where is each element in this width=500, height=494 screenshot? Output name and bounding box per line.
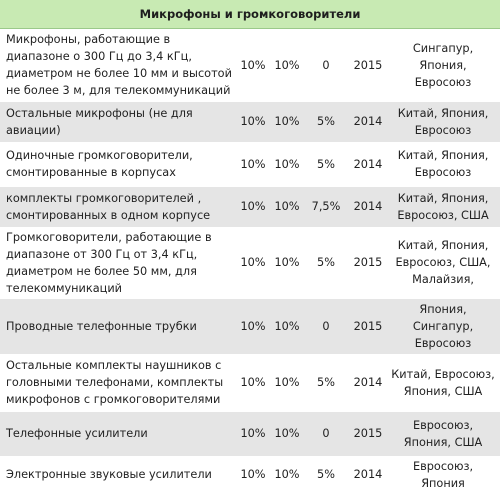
rate-cell: 7,5%	[304, 186, 348, 227]
rate-cell: 10%	[236, 455, 270, 494]
rate-cell: 10%	[270, 28, 304, 102]
countries-cell: Сингапур, Япония, Евросоюз	[388, 28, 500, 102]
rate-cell: 10%	[236, 226, 270, 299]
product-name-cell: Электронные звуковые усилители	[0, 455, 236, 494]
countries-cell: Китай, Япония, Евросоюз, США	[388, 186, 500, 227]
year-cell: 2015	[348, 226, 388, 299]
rate-cell: 10%	[270, 141, 304, 187]
countries-cell: Евросоюз, Япония, США	[388, 411, 500, 456]
product-name-cell: комплекты громкоговорителей , смонтирова…	[0, 186, 236, 227]
rate-cell: 10%	[270, 455, 304, 494]
rate-cell: 10%	[270, 101, 304, 142]
year-cell: 2014	[348, 186, 388, 227]
table-header-row: Микрофоны и громкоговорители	[0, 0, 500, 29]
rate-cell: 5%	[304, 455, 348, 494]
countries-cell: Япония, Сингапур, Евросоюз	[388, 298, 500, 354]
table-row: Громкоговорители, работающие в диапазоне…	[0, 226, 500, 299]
rate-cell: 0	[304, 411, 348, 456]
year-cell: 2014	[348, 141, 388, 187]
year-cell: 2015	[348, 28, 388, 102]
product-name-cell: Остальные микрофоны (не для авиации)	[0, 101, 236, 142]
rate-cell: 10%	[270, 298, 304, 354]
rate-cell: 10%	[270, 226, 304, 299]
table-row: Остальные комплекты наушников с головным…	[0, 353, 500, 412]
product-name-cell: Громкоговорители, работающие в диапазоне…	[0, 226, 236, 299]
table-row: Микрофоны, работающие в диапазоне о 300 …	[0, 28, 500, 102]
product-name-cell: Микрофоны, работающие в диапазоне о 300 …	[0, 28, 236, 102]
year-cell: 2015	[348, 411, 388, 456]
rate-cell: 5%	[304, 226, 348, 299]
rate-cell: 5%	[304, 101, 348, 142]
rate-cell: 10%	[270, 353, 304, 412]
rate-cell: 10%	[236, 141, 270, 187]
product-name-cell: Проводные телефонные трубки	[0, 298, 236, 354]
countries-cell: Китай, Япония, Евросоюз	[388, 101, 500, 142]
rate-cell: 10%	[270, 411, 304, 456]
rate-cell: 10%	[236, 28, 270, 102]
countries-cell: Китай, Япония, Евросоюз	[388, 141, 500, 187]
table-title: Микрофоны и громкоговорители	[0, 0, 500, 29]
rate-cell: 5%	[304, 141, 348, 187]
product-name-cell: Телефонные усилители	[0, 411, 236, 456]
year-cell: 2014	[348, 353, 388, 412]
table-row: комплекты громкоговорителей , смонтирова…	[0, 186, 500, 227]
countries-cell: Китай, Евросоюз, Япония, США	[388, 353, 500, 412]
table-row: Проводные телефонные трубки 10% 10% 0 20…	[0, 298, 500, 354]
product-name-cell: Остальные комплекты наушников с головным…	[0, 353, 236, 412]
table-row: Одиночные громкоговорители, смонтированн…	[0, 141, 500, 187]
year-cell: 2015	[348, 298, 388, 354]
rate-cell: 5%	[304, 353, 348, 412]
table-row: Электронные звуковые усилители 10% 10% 5…	[0, 455, 500, 494]
rate-cell: 0	[304, 298, 348, 354]
countries-cell: Китай, Япония, Евросоюз, США, Малайзия,	[388, 226, 500, 299]
table-row: Телефонные усилители 10% 10% 0 2015 Евро…	[0, 411, 500, 456]
year-cell: 2014	[348, 101, 388, 142]
year-cell: 2014	[348, 455, 388, 494]
rate-cell: 10%	[236, 353, 270, 412]
table-row: Остальные микрофоны (не для авиации) 10%…	[0, 101, 500, 142]
rate-cell: 0	[304, 28, 348, 102]
rate-cell: 10%	[236, 101, 270, 142]
rate-cell: 10%	[236, 298, 270, 354]
product-name-cell: Одиночные громкоговорители, смонтированн…	[0, 141, 236, 187]
rate-cell: 10%	[236, 186, 270, 227]
rate-cell: 10%	[270, 186, 304, 227]
rate-cell: 10%	[236, 411, 270, 456]
countries-cell: Евросоюз, Япония	[388, 455, 500, 494]
